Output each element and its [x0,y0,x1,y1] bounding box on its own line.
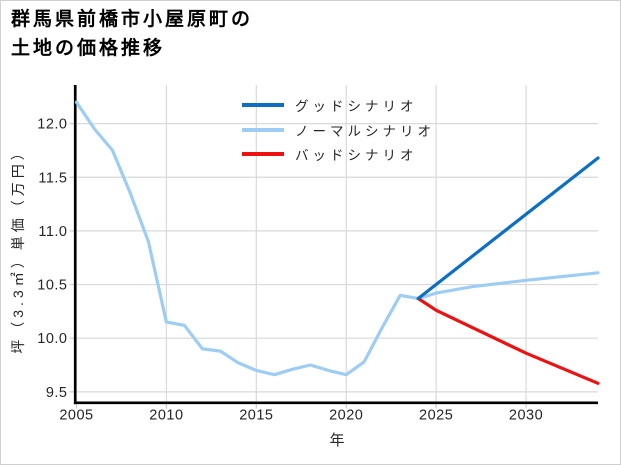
legend-item-bad: バッドシナリオ [242,142,435,167]
x-tick-label: 2015 [239,408,273,424]
legend-swatch-good [242,103,284,108]
line-bad-scenario [416,296,600,385]
line-normal-scenario [416,271,600,301]
x-tick-label: 2030 [509,408,543,424]
legend: グッドシナリオノーマルシナリオ バッドシナリオ [242,93,435,167]
legend-swatch-normal [242,127,284,132]
line-good-scenario [416,156,600,301]
x-tick-label: 2005 [59,408,93,424]
y-axis-label: 坪（3.3㎡）単価（万円） [10,142,26,354]
legend-label-bad: バッドシナリオ [295,148,418,164]
y-tick-label: 12.0 [37,117,67,133]
x-tick-label: 2010 [149,408,183,424]
legend-item-normal: ノーマルシナリオ [242,118,435,143]
y-tick-label: 11.5 [38,170,67,186]
y-tick-label: 11.0 [38,224,67,240]
y-tick-label: 10.0 [37,331,67,347]
line-history [74,100,420,377]
chart-title: 群馬県前橋市小屋原町の 土地の価格推移 [11,9,254,59]
x-tick-label: 2020 [329,408,363,424]
y-tick-label: 10.5 [37,278,67,294]
y-tick-label: 9.5 [46,385,68,401]
legend-item-good: グッドシナリオ [242,93,435,118]
legend-label-normal: ノーマルシナリオ [295,123,435,139]
legend-label-good: グッドシナリオ [295,99,418,115]
x-tick-label: 2025 [419,408,453,424]
legend-swatch-bad [242,152,284,157]
x-axis-label: 年 [329,432,345,449]
